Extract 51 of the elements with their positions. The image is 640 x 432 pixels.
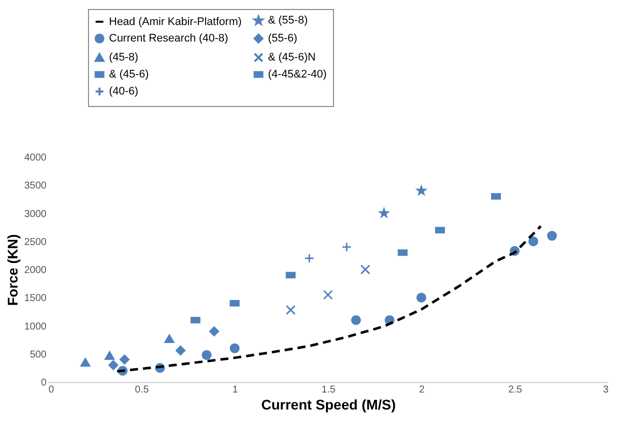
y-tick-label: 1500: [24, 293, 47, 304]
legend-label: (4-45&2-40): [268, 68, 327, 80]
y-tick-label: 2000: [24, 265, 47, 276]
point: [209, 326, 220, 336]
point: [416, 186, 426, 195]
y-tick-label: 1000: [24, 321, 47, 332]
point: [342, 242, 352, 252]
x-tick-label: 3: [602, 384, 609, 396]
legend-label: & (55-8): [268, 14, 308, 27]
legend-label: (55-6): [268, 32, 298, 44]
y-tick-label: 2500: [24, 236, 47, 248]
legend-label: Current Research (40-8): [109, 32, 228, 44]
legend-label: (40-6): [109, 86, 138, 98]
x-tick-label: 0: [48, 384, 54, 396]
y-tick-label: 4000: [24, 152, 47, 164]
x-axis-title: Current Speed (M/S): [261, 396, 396, 412]
point: [80, 358, 90, 367]
legend-label: & (45-6): [109, 68, 149, 80]
point: [351, 315, 361, 326]
x-tick-label: 2.5: [508, 384, 523, 396]
point: [230, 300, 240, 307]
point: [190, 316, 200, 324]
point: [547, 230, 557, 241]
x-tick-label: 2: [419, 384, 426, 396]
point: [286, 305, 296, 315]
point: [202, 350, 212, 360]
point: [379, 208, 389, 218]
point: [416, 292, 426, 303]
point: [104, 351, 115, 360]
point: [164, 334, 174, 344]
legend-label: & (45-6)N: [268, 52, 316, 64]
y-tick-label: 3000: [24, 208, 47, 220]
y-tick-label: 3500: [24, 180, 47, 192]
point: [108, 360, 118, 370]
point: [491, 193, 501, 200]
point: [323, 290, 333, 300]
point: [304, 253, 314, 264]
point: [176, 346, 186, 356]
point: [120, 354, 130, 364]
y-tick-label: 500: [30, 349, 47, 360]
y-axis-title: Force (KN): [4, 234, 20, 306]
legend-label: Head (Amir Kabir-Platform): [109, 16, 242, 28]
point: [528, 236, 538, 246]
point: [435, 226, 445, 234]
legend-label: (45-8): [109, 52, 138, 64]
x-tick-label: 1: [232, 384, 238, 396]
y-tick-label: 0: [40, 378, 47, 388]
point: [360, 264, 370, 274]
x-tick-label: 0.5: [134, 384, 150, 396]
x-tick-label: 1.5: [322, 384, 336, 396]
point: [230, 343, 240, 354]
